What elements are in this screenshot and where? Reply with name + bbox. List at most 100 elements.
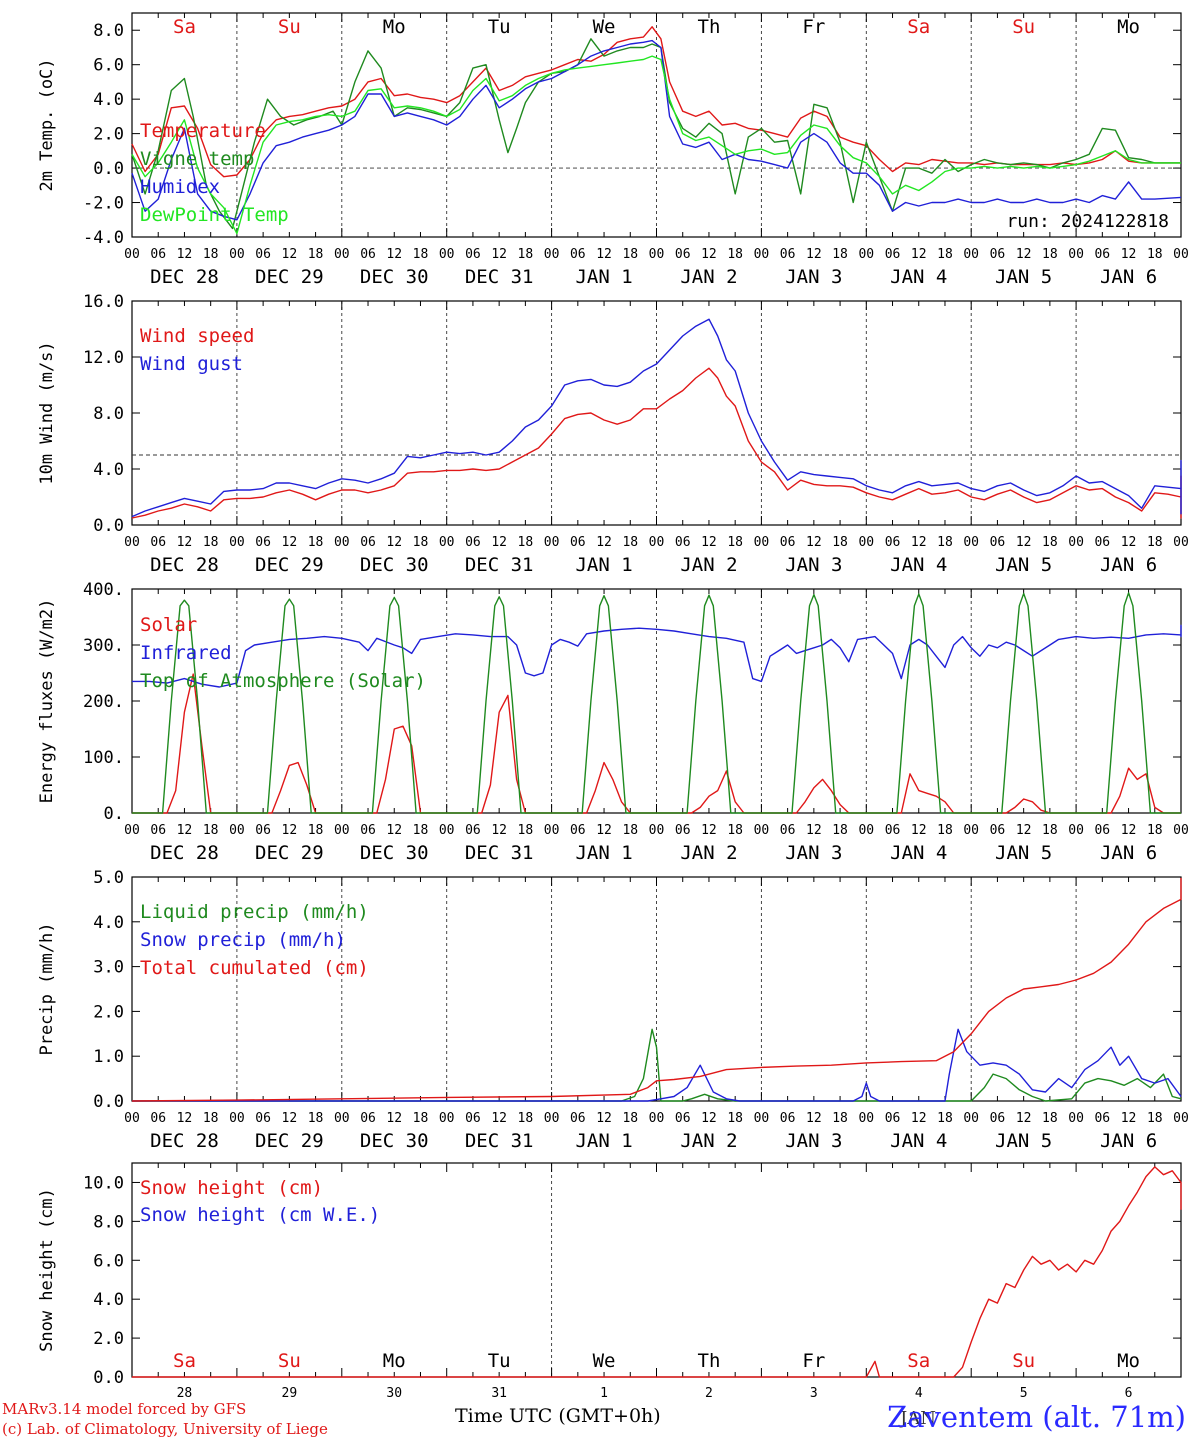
weekday-label: Su — [1012, 1350, 1035, 1372]
hour-tick-label: 06 — [990, 1111, 1006, 1126]
date-label: DEC 30 — [360, 554, 429, 576]
y-axis-label: Snow height (cm) — [37, 1188, 57, 1352]
series-line — [132, 1028, 1182, 1102]
hour-tick-label: 00 — [754, 823, 770, 838]
weekday-label: Tu — [488, 16, 511, 38]
hour-tick-label: 06 — [675, 247, 691, 262]
hour-tick-label: 00 — [334, 535, 350, 550]
plot-frame — [131, 300, 1182, 526]
hour-tick-label: 06 — [150, 535, 166, 550]
hour-tick-label: 12 — [491, 823, 507, 838]
hour-tick-label: 12 — [701, 1111, 717, 1126]
hour-tick-label: 12 — [491, 535, 507, 550]
y-tick-label: 0.0 — [93, 516, 124, 536]
hour-tick-label: 12 — [1016, 823, 1032, 838]
date-label: JAN 3 — [785, 842, 842, 864]
weekday-label: Su — [278, 16, 301, 38]
date-label: JAN 6 — [1100, 266, 1157, 288]
y-tick-label: 16.0 — [83, 292, 124, 312]
hour-tick-label: 06 — [990, 823, 1006, 838]
y-tick-label: 6.0 — [93, 1251, 124, 1271]
hour-tick-label: 12 — [806, 535, 822, 550]
date-label: JAN 1 — [575, 266, 632, 288]
hour-tick-label: 12 — [1121, 1111, 1137, 1126]
hour-tick-label: 06 — [570, 247, 586, 262]
hour-tick-label: 18 — [727, 1111, 743, 1126]
hour-tick-label: 18 — [622, 823, 638, 838]
y-axis-label: 2m Temp. (oC) — [37, 58, 57, 191]
date-label: DEC 29 — [255, 1130, 324, 1152]
y-tick-label: 0. — [104, 804, 124, 824]
hour-tick-label: 12 — [1016, 1111, 1032, 1126]
hour-tick-label: 06 — [360, 823, 376, 838]
weekday-label: We — [593, 16, 616, 38]
y-tick-label: 0.0 — [93, 1368, 124, 1388]
date-label: DEC 30 — [360, 266, 429, 288]
y-tick-label: 4.0 — [93, 90, 124, 110]
date-label: JAN 5 — [995, 842, 1052, 864]
hour-tick-label: 18 — [1042, 823, 1058, 838]
hour-tick-label: 12 — [282, 535, 298, 550]
hour-tick-label: 06 — [990, 535, 1006, 550]
date-label: JAN 5 — [995, 554, 1052, 576]
date-label: DEC 31 — [465, 266, 534, 288]
date-label: JAN 3 — [785, 554, 842, 576]
weekday-label: Mo — [1117, 1350, 1140, 1372]
hour-tick-label: 06 — [570, 823, 586, 838]
panel-5: 0.0 2.0 4.0 6.0 8.0 10.0 Snow height (cm) 28 29 3… — [37, 1162, 1182, 1401]
weekday-label: We — [593, 1350, 616, 1372]
hour-tick-label: 06 — [570, 535, 586, 550]
hour-tick-label: 06 — [1094, 247, 1110, 262]
hour-tick-label: 18 — [413, 1111, 429, 1126]
hour-tick-label: 06 — [675, 535, 691, 550]
hour-tick-label: 12 — [701, 823, 717, 838]
hour-tick-label: 12 — [386, 247, 402, 262]
hour-tick-label: 00 — [1173, 823, 1189, 838]
hour-tick-label: 12 — [177, 823, 193, 838]
hour-tick-label: 12 — [1121, 535, 1137, 550]
hour-tick-label: 00 — [229, 1111, 245, 1126]
date-label: DEC 31 — [465, 842, 534, 864]
hour-tick-label: 18 — [518, 535, 534, 550]
hour-tick-label: 00 — [334, 1111, 350, 1126]
date-label: DEC 28 — [150, 266, 219, 288]
series-line — [131, 55, 1181, 235]
panel-2: 0.0 4.0 8.0 12.0 16.0 10m Wind (m/s) 00 06 12 18 D… — [37, 292, 1189, 576]
weekday-label: Sa — [907, 1350, 930, 1372]
date-label: DEC 29 — [255, 842, 324, 864]
y-tick-label: 100. — [83, 748, 124, 768]
hour-tick-label: 00 — [963, 535, 979, 550]
hour-tick-label: 18 — [622, 247, 638, 262]
hour-tick-label: 18 — [308, 1111, 324, 1126]
hour-tick-label: 00 — [124, 1111, 140, 1126]
y-tick-label: 2.0 — [93, 1329, 124, 1349]
hour-tick-label: 06 — [465, 247, 481, 262]
y-tick-label: 1.0 — [93, 1047, 124, 1067]
y-tick-label: -2.0 — [83, 194, 124, 214]
day-number-label: 3 — [810, 1386, 818, 1401]
hour-tick-label: 18 — [413, 535, 429, 550]
hour-tick-label: 06 — [885, 1111, 901, 1126]
legend-entry: Solar — [140, 614, 197, 636]
hour-tick-label: 12 — [911, 535, 927, 550]
y-tick-label: 2.0 — [93, 125, 124, 145]
series-line — [132, 673, 1181, 814]
hour-tick-label: 06 — [465, 1111, 481, 1126]
hour-tick-label: 06 — [360, 247, 376, 262]
hour-tick-label: 18 — [622, 535, 638, 550]
hour-tick-label: 00 — [1068, 247, 1084, 262]
date-label: DEC 28 — [150, 1130, 219, 1152]
hour-tick-label: 18 — [832, 247, 848, 262]
date-label: DEC 30 — [360, 1130, 429, 1152]
series-line — [132, 592, 1181, 814]
hour-tick-label: 18 — [727, 247, 743, 262]
hour-tick-label: 12 — [282, 247, 298, 262]
hour-tick-label: 00 — [963, 247, 979, 262]
hour-tick-label: 12 — [806, 823, 822, 838]
legend-entry: Top of Atmosphere (Solar) — [140, 670, 426, 692]
day-number-label: 28 — [177, 1386, 193, 1401]
hour-tick-label: 12 — [806, 1111, 822, 1126]
hour-tick-label: 18 — [1147, 535, 1163, 550]
hour-tick-label: 00 — [649, 247, 665, 262]
hour-tick-label: 00 — [1068, 1111, 1084, 1126]
